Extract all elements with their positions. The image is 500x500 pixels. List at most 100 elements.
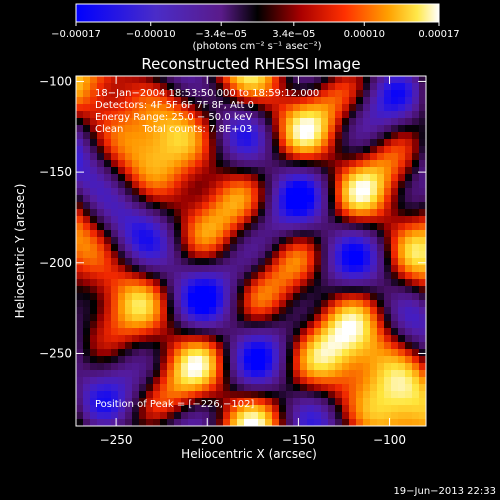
heatmap-cell (209, 363, 217, 371)
heatmap-cell (216, 202, 224, 210)
heatmap-cell (244, 321, 252, 329)
heatmap-cell (391, 139, 399, 147)
heatmap-cell (377, 412, 385, 420)
heatmap-cell (342, 181, 350, 189)
heatmap-cell (195, 153, 203, 161)
heatmap-cell (370, 76, 378, 84)
heatmap-cell (230, 265, 238, 273)
heatmap-cell (202, 118, 210, 126)
heatmap-cell (111, 328, 119, 336)
heatmap-cell (104, 188, 112, 196)
heatmap-cell (377, 286, 385, 294)
heatmap-cell (405, 125, 413, 133)
heatmap-cell (349, 188, 357, 196)
heatmap-cell (132, 174, 140, 182)
heatmap-cell (125, 139, 133, 147)
heatmap-cell (419, 216, 426, 224)
heatmap-cell (83, 97, 91, 105)
heatmap-cell (342, 111, 350, 119)
heatmap-cell (174, 405, 182, 413)
heatmap-cell (412, 195, 420, 203)
heatmap-cell (286, 258, 294, 266)
heatmap-cell (335, 118, 343, 126)
heatmap-cell (216, 342, 224, 350)
heatmap-cell (111, 419, 119, 426)
heatmap-cell (174, 209, 182, 217)
heatmap-cell (223, 279, 231, 287)
heatmap-cell (160, 132, 168, 140)
heatmap-cell (132, 146, 140, 154)
heatmap-cell (83, 265, 91, 273)
heatmap-cell (181, 377, 189, 385)
heatmap-cell (167, 167, 175, 175)
heatmap-cell (258, 293, 266, 301)
heatmap-cell (349, 97, 357, 105)
heatmap-cell (188, 419, 196, 426)
heatmap-cell (328, 132, 336, 140)
heatmap-cell (118, 321, 126, 329)
heatmap-cell (216, 272, 224, 280)
heatmap-cell (307, 307, 315, 315)
heatmap-cell (237, 83, 245, 91)
heatmap-cell (167, 76, 175, 84)
heatmap-cell (118, 335, 126, 343)
heatmap-cell (244, 314, 252, 322)
heatmap-cell (83, 293, 91, 301)
heatmap-cell (398, 328, 406, 336)
heatmap-cell (419, 188, 426, 196)
heatmap-cell (216, 384, 224, 392)
heatmap-cell (111, 125, 119, 133)
heatmap-cell (286, 412, 294, 420)
heatmap-cell (272, 356, 280, 364)
heatmap-cell (335, 349, 343, 357)
heatmap-cell (90, 314, 98, 322)
heatmap-cell (272, 279, 280, 287)
heatmap-cell (146, 265, 154, 273)
heatmap-cell (230, 223, 238, 231)
heatmap-cell (202, 279, 210, 287)
heatmap-cell (83, 307, 91, 315)
heatmap-cell (279, 160, 287, 168)
heatmap-cell (188, 202, 196, 210)
heatmap-cell (321, 188, 329, 196)
heatmap-cell (286, 405, 294, 413)
heatmap-cell (181, 251, 189, 259)
heatmap-cell (321, 244, 329, 252)
heatmap-cell (412, 335, 420, 343)
heatmap-cell (377, 370, 385, 378)
heatmap-cell (321, 153, 329, 161)
heatmap-cell (384, 412, 392, 420)
heatmap-cell (223, 258, 231, 266)
heatmap-cell (391, 272, 399, 280)
heatmap-cell (216, 370, 224, 378)
heatmap-cell (90, 76, 98, 84)
heatmap-cell (370, 97, 378, 105)
heatmap-cell (125, 272, 133, 280)
heatmap-cell (363, 118, 371, 126)
heatmap-cell (335, 181, 343, 189)
heatmap-cell (405, 251, 413, 259)
heatmap-cell (90, 223, 98, 231)
heatmap-cell (216, 209, 224, 217)
heatmap-cell (370, 391, 378, 399)
heatmap-cell (279, 398, 287, 406)
heatmap-cell (314, 321, 322, 329)
heatmap-cell (195, 293, 203, 301)
heatmap-cell (335, 398, 343, 406)
heatmap-cell (377, 377, 385, 385)
heatmap-cell (139, 293, 147, 301)
heatmap-cell (139, 405, 147, 413)
heatmap-cell (132, 181, 140, 189)
heatmap-cell (300, 265, 308, 273)
heatmap-cell (307, 146, 315, 154)
heatmap-cell (104, 202, 112, 210)
heatmap-cell (153, 412, 161, 420)
heatmap-cell (265, 349, 273, 357)
heatmap-cell (412, 328, 420, 336)
heatmap-cell (244, 83, 252, 91)
heatmap-cell (384, 209, 392, 217)
heatmap-cell (286, 272, 294, 280)
heatmap-cell (97, 209, 105, 217)
heatmap-cell (153, 391, 161, 399)
heatmap-cell (146, 370, 154, 378)
